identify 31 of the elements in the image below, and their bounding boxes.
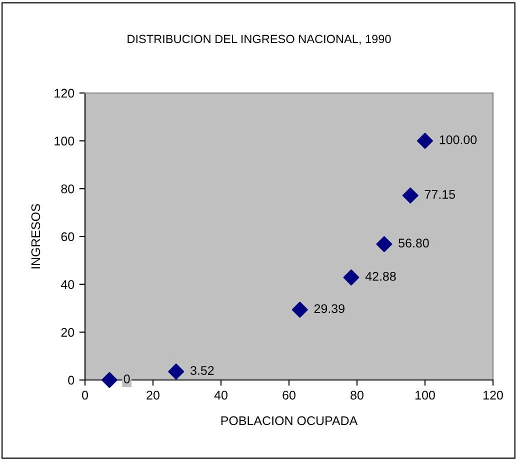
x-tick-label: 20 <box>146 390 160 400</box>
point <box>376 236 392 252</box>
x-axis-title: POBLACION OCUPADA <box>221 416 358 426</box>
data-label: 100.00 <box>440 135 477 144</box>
point <box>102 372 118 388</box>
chart-title: DISTRIBUCION DEL INGRESO NACIONAL, 1990 <box>128 34 391 45</box>
x-tick-label: 120 <box>484 390 503 400</box>
y-tick-label: 20 <box>61 328 74 337</box>
y-tick-label: 80 <box>61 184 74 194</box>
y-tick-label: 60 <box>61 232 74 242</box>
y-tick-label: 40 <box>60 280 74 289</box>
y-tick-label: 0 <box>68 376 74 385</box>
data-label: 29.39 <box>314 304 344 314</box>
point <box>292 302 308 318</box>
data-label: 3.52 <box>190 366 214 375</box>
y-axis-title: INGRESOS <box>31 204 40 268</box>
point <box>417 132 433 149</box>
point <box>402 188 418 204</box>
y-tick-label: 120 <box>54 88 74 98</box>
point <box>343 269 360 286</box>
data-label: 42.88 <box>365 272 396 281</box>
data-label: 56.80 <box>398 238 429 248</box>
x-tick-label: 80 <box>350 390 364 400</box>
x-tick-label: 0 <box>82 390 88 400</box>
x-tick-label: 40 <box>214 390 228 400</box>
data-label: 77.15 <box>424 190 456 199</box>
x-tick-label: 60 <box>282 390 296 400</box>
point <box>168 364 184 380</box>
x-tick-label: 100 <box>416 390 435 400</box>
data-label: 0 <box>124 374 130 384</box>
y-tick-label: 100 <box>54 136 74 146</box>
